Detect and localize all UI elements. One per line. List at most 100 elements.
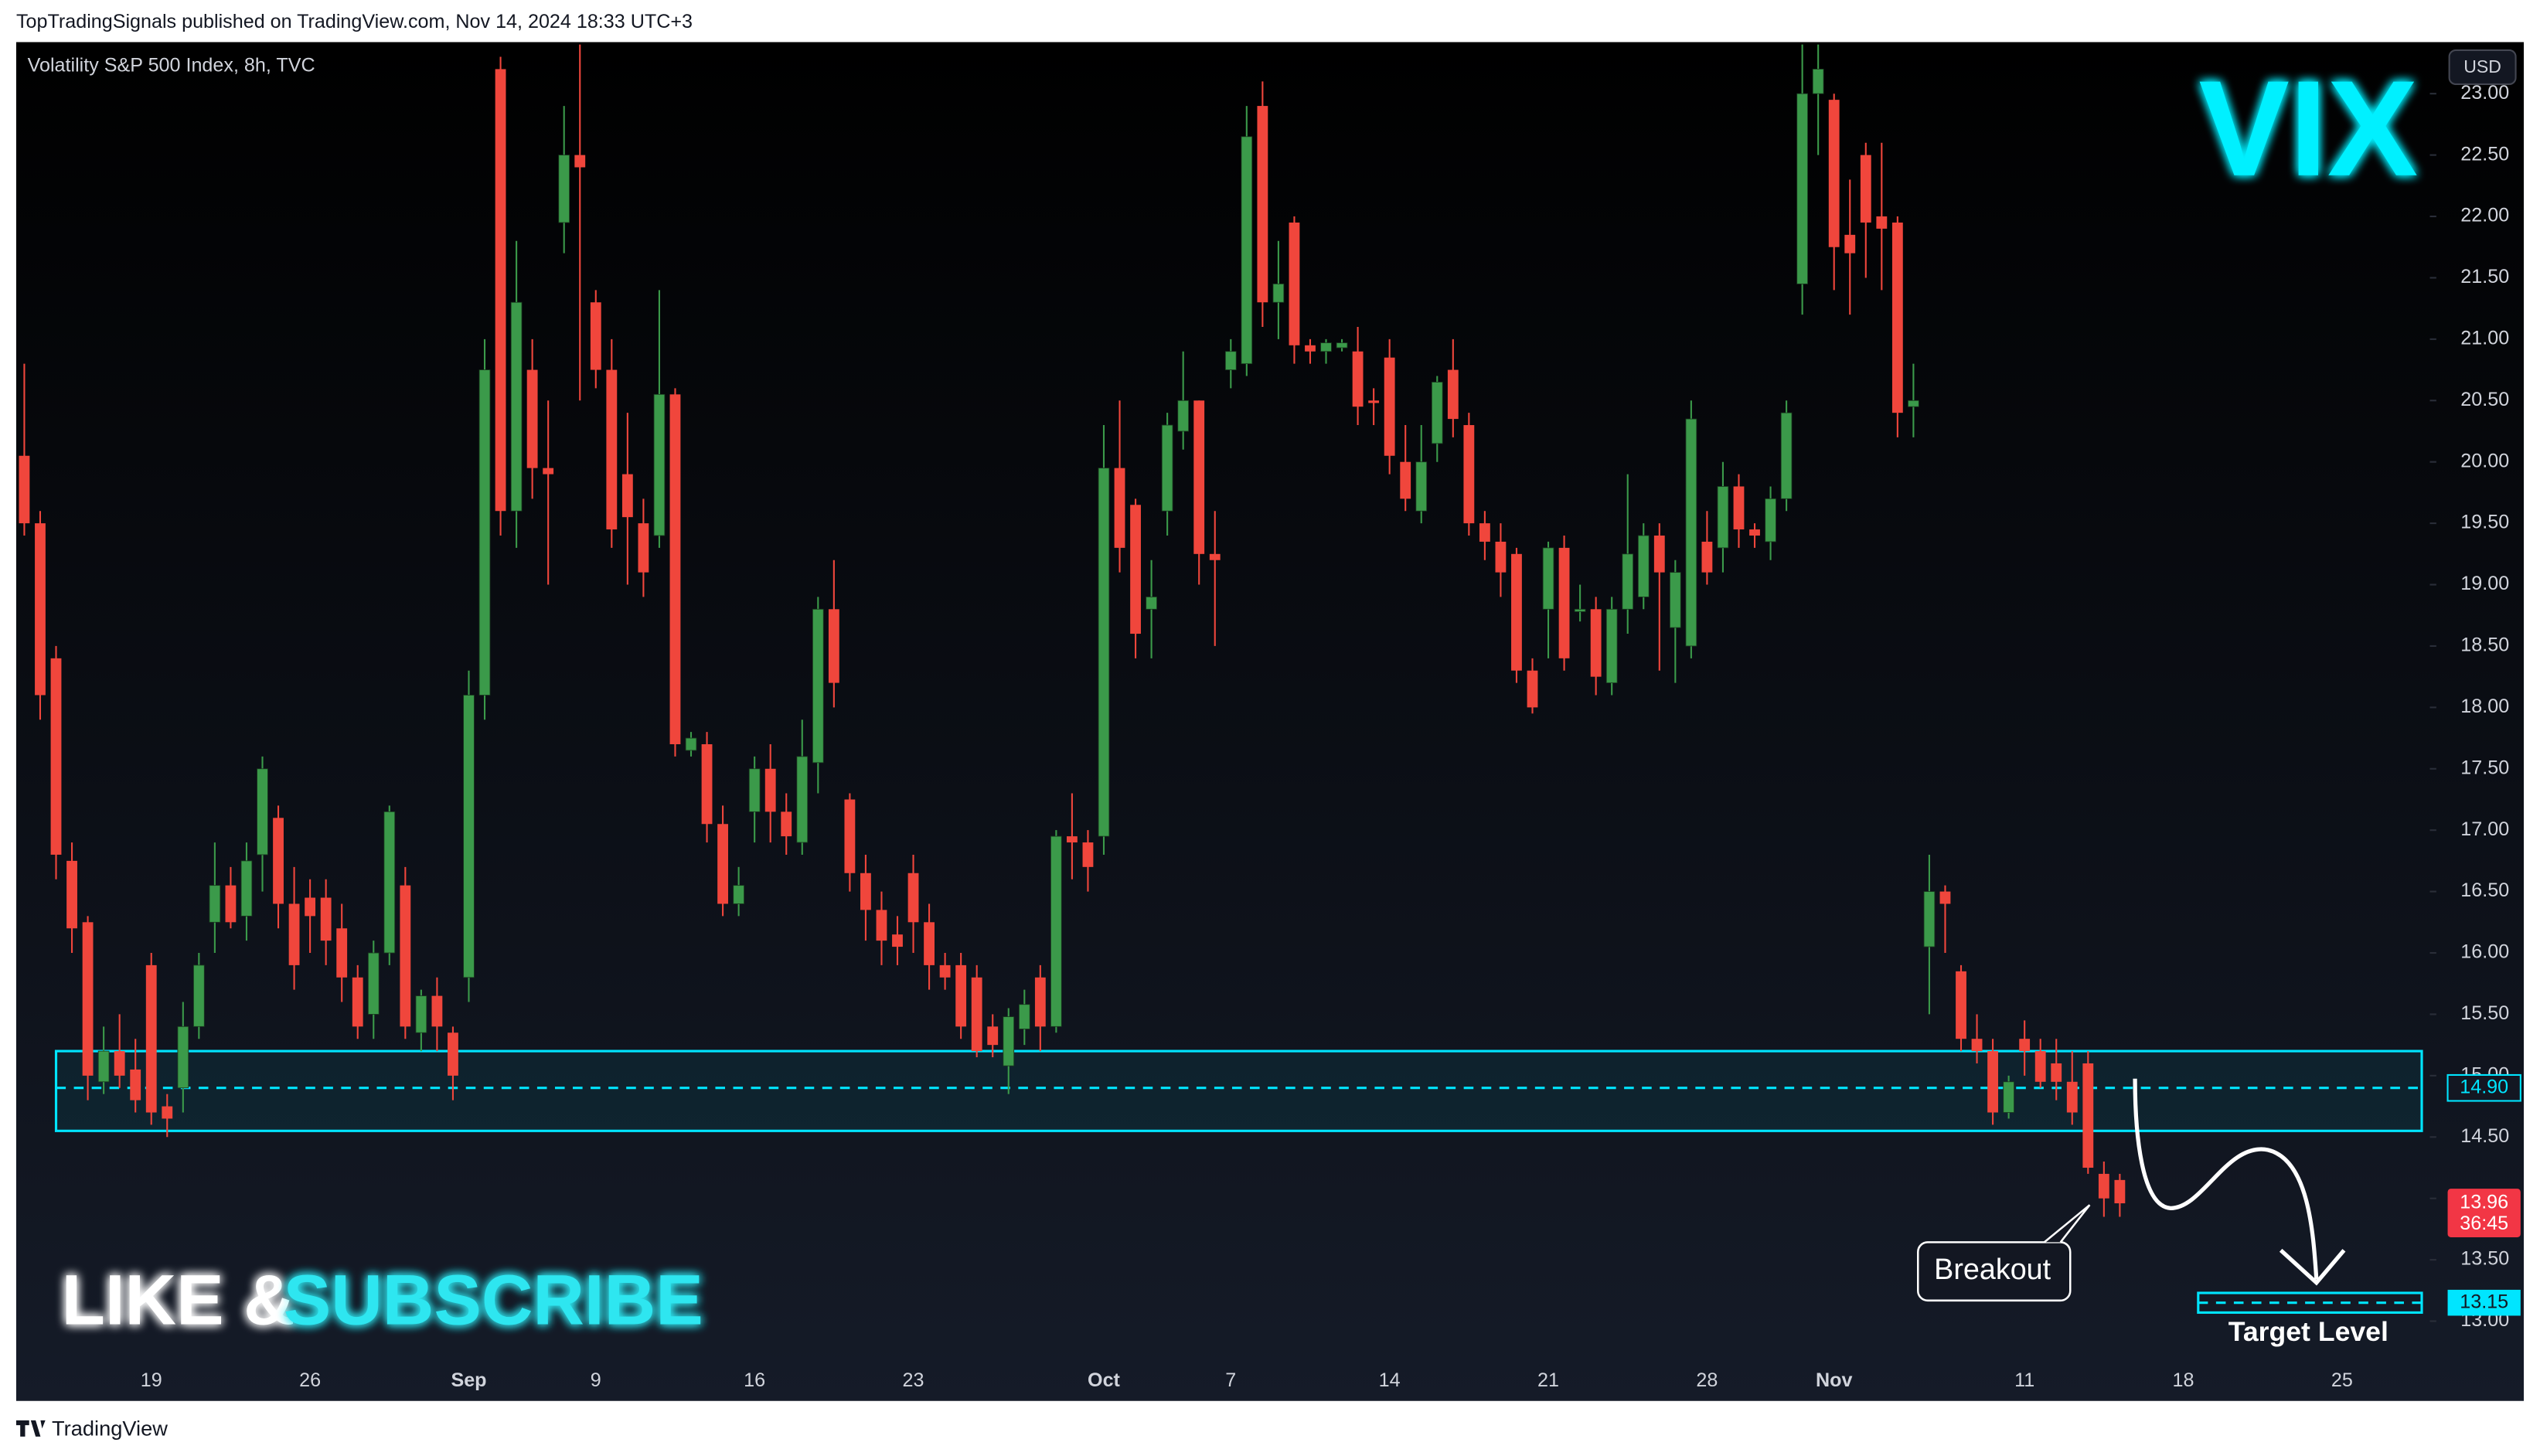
- candle-body: [733, 885, 744, 904]
- last-price-label: 13.96: [2460, 1192, 2508, 1213]
- candle-body: [1908, 400, 1919, 407]
- promo-subscribe: SUBSCRIBE: [284, 1260, 703, 1339]
- candle-body: [1193, 400, 1205, 554]
- x-tick-label: 14: [1379, 1369, 1401, 1391]
- candle-body: [19, 455, 30, 524]
- x-tick-label: Nov: [1816, 1369, 1852, 1391]
- candle-body: [669, 394, 681, 745]
- candle-body: [114, 1051, 125, 1076]
- candle-body: [685, 737, 697, 751]
- candle-body: [1431, 382, 1443, 444]
- candle-body: [1447, 369, 1459, 420]
- candle-body: [1717, 486, 1729, 549]
- candle-body: [431, 995, 443, 1027]
- candle-body: [1923, 891, 1936, 947]
- candle-body: [336, 928, 348, 978]
- candle-body: [1241, 136, 1253, 365]
- candle-body: [1876, 216, 1888, 229]
- candle-body: [828, 609, 839, 683]
- candle-body: [955, 964, 967, 1027]
- y-tick-label: 22.50: [2460, 143, 2509, 165]
- candle-body: [510, 301, 523, 512]
- candle-body: [1098, 468, 1110, 837]
- candle-body: [1320, 342, 1332, 352]
- candle-body: [288, 903, 300, 965]
- candle-body: [2114, 1179, 2126, 1204]
- y-tick-label: 20.50: [2460, 389, 2509, 410]
- y-tick-label: 14.50: [2460, 1125, 2509, 1147]
- chart-title: Volatility S&P 500 Index, 8h, TVC: [28, 55, 315, 77]
- candle-body: [987, 1026, 999, 1046]
- candle-body: [240, 860, 253, 917]
- candle-body: [1305, 345, 1316, 352]
- y-tick-label: 19.50: [2460, 512, 2509, 533]
- candle-body: [717, 824, 729, 904]
- candle-body: [1066, 836, 1078, 843]
- candle-body: [939, 964, 951, 978]
- candle-body: [415, 995, 427, 1033]
- x-tick-label: 28: [1696, 1369, 1718, 1391]
- target-badge: [2447, 1289, 2521, 1316]
- candle-body: [1400, 461, 1411, 499]
- x-tick-label: Sep: [451, 1369, 486, 1391]
- candle-body: [1765, 498, 1776, 543]
- publish-header: TopTradingSignals published on TradingVi…: [16, 11, 693, 32]
- candle-body: [495, 69, 506, 512]
- candle-body: [177, 1026, 189, 1089]
- candle-body: [448, 1032, 458, 1076]
- candle-body: [209, 885, 221, 923]
- candle-body: [1463, 425, 1475, 524]
- y-tick-label: 16.50: [2460, 879, 2509, 901]
- x-tick-label: 25: [2331, 1369, 2353, 1391]
- candle-body: [907, 873, 919, 923]
- x-tick-label: 19: [141, 1369, 162, 1391]
- candle-body: [1971, 1039, 1983, 1052]
- x-tick-label: 21: [1537, 1369, 1559, 1391]
- y-tick-label: 23.00: [2460, 82, 2509, 104]
- candle-body: [781, 811, 792, 837]
- candle-body: [463, 695, 475, 978]
- candle-body: [1114, 468, 1125, 548]
- candle-body: [1018, 1004, 1030, 1029]
- candle-body: [1177, 400, 1190, 432]
- candle-body: [1352, 351, 1364, 407]
- candle-body: [1669, 572, 1681, 628]
- y-tick-label: 18.50: [2460, 634, 2509, 656]
- candle-body: [1590, 609, 1602, 677]
- promo-like: LIKE &: [62, 1260, 295, 1339]
- candle-body: [66, 860, 77, 929]
- y-tick-label: 15.50: [2460, 1002, 2509, 1024]
- candle-body: [621, 474, 633, 518]
- candle-body: [50, 658, 62, 855]
- candle-body: [400, 885, 411, 1027]
- x-tick-label: 7: [1225, 1369, 1236, 1391]
- candle-body: [844, 799, 856, 873]
- chart-background: [15, 42, 2525, 1401]
- footer-logo: [15, 1420, 46, 1437]
- candle-body: [352, 977, 363, 1027]
- candle-body: [367, 952, 380, 1015]
- candle-body: [1161, 424, 1173, 512]
- candle-body: [2034, 1051, 2046, 1082]
- candle-body: [305, 897, 316, 917]
- candle-body: [1653, 535, 1665, 573]
- y-tick-label: 17.50: [2460, 757, 2509, 778]
- candle-body: [1289, 222, 1300, 345]
- candle-body: [1558, 547, 1570, 658]
- candle-body: [1511, 553, 1522, 671]
- x-tick-label: 16: [744, 1369, 765, 1391]
- arrow-head: [2279, 1248, 2346, 1286]
- candle-body: [1336, 342, 1348, 349]
- currency-label: USD: [2463, 56, 2501, 77]
- callout-text: Breakout: [1934, 1253, 2051, 1285]
- candle-body: [97, 1050, 110, 1083]
- currency-button[interactable]: [2448, 49, 2517, 86]
- y-tick-label: 19.00: [2460, 573, 2509, 594]
- y-tick-label: 16.00: [2460, 941, 2509, 963]
- candle-body: [653, 393, 666, 536]
- target-badge-label: 13.15: [2460, 1291, 2508, 1312]
- y-tick-label: 13.50: [2460, 1248, 2509, 1270]
- candle-body: [1701, 541, 1713, 573]
